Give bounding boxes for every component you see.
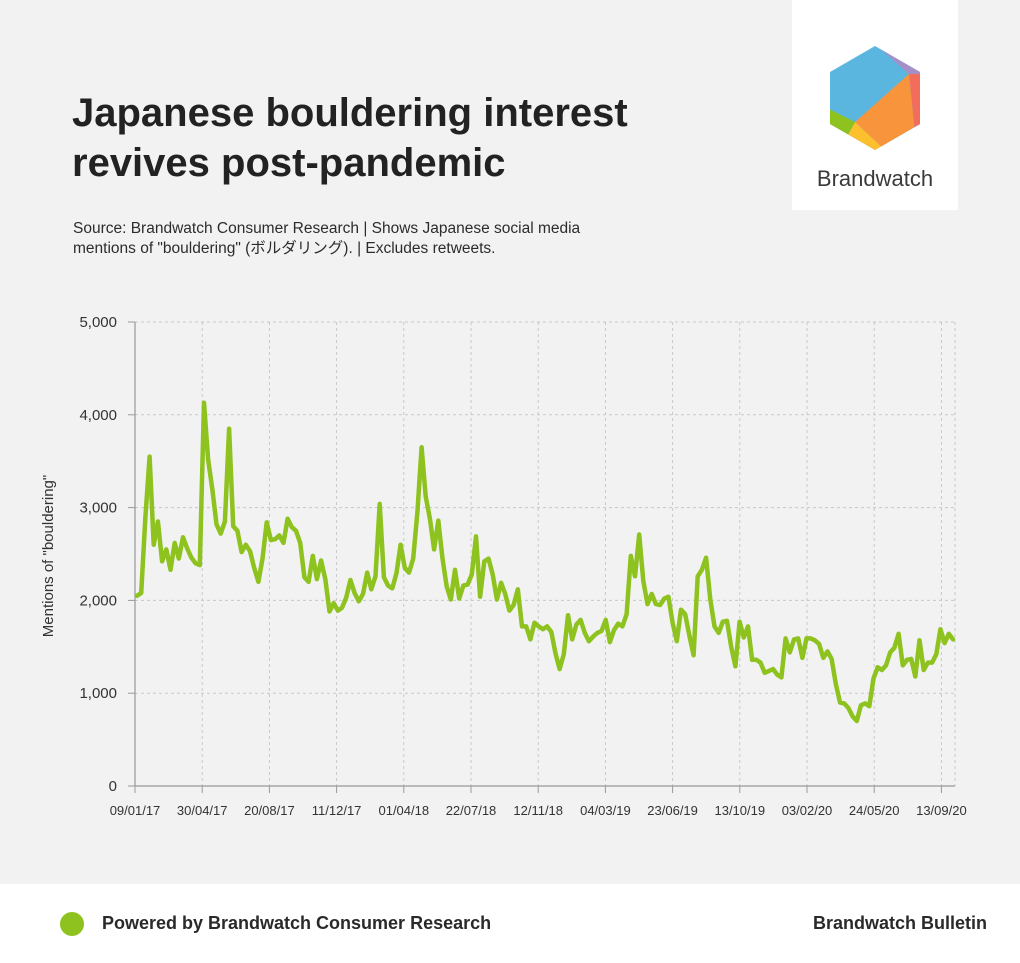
- x-tick-label: 30/04/17: [177, 803, 228, 818]
- series-line: [134, 400, 956, 724]
- brand-logo-card: Brandwatch: [792, 0, 958, 210]
- brandwatch-hexagon-logo-icon: [830, 46, 920, 150]
- y-tick-label: 0: [109, 778, 117, 795]
- footer-green-dot-icon: [60, 912, 84, 936]
- x-tick-label: 01/04/18: [378, 803, 429, 818]
- x-tick-label: 24/05/20: [849, 803, 900, 818]
- x-tick-label: 09/01/17: [110, 803, 161, 818]
- brand-logo-text: Brandwatch: [816, 166, 934, 191]
- x-tick-label: 23/06/19: [647, 803, 698, 818]
- footer-powered-by: Powered by Brandwatch Consumer Research: [102, 913, 492, 933]
- y-tick-label: 5,000: [79, 314, 117, 331]
- footer-bulletin: Brandwatch Bulletin: [812, 913, 987, 933]
- y-tick-label: 2,000: [79, 592, 117, 609]
- chart-subtitle: Source: Brandwatch Consumer Research | S…: [73, 220, 581, 257]
- x-tick-label: 13/10/19: [714, 803, 765, 818]
- line-chart: 0 1,000 2,000 3,000 4,000 5,000 09/01/17 30/04/…: [40, 314, 967, 818]
- y-tick-label: 1,000: [79, 685, 117, 702]
- x-tick-label: 22/07/18: [446, 803, 497, 818]
- y-tick-label: 4,000: [79, 407, 117, 424]
- footer-bar: Powered by Brandwatch Consumer Research …: [0, 884, 1020, 963]
- x-tick-label: 20/08/17: [244, 803, 295, 818]
- x-tick-label: 13/09/20: [916, 803, 967, 818]
- x-tick-label: 11/12/17: [312, 803, 362, 818]
- chart-title: Japanese bouldering interest revives pos…: [72, 91, 628, 185]
- y-tick-label: 3,000: [79, 500, 117, 517]
- y-axis-label: Mentions of "bouldering": [40, 475, 57, 637]
- x-tick-label: 12/11/18: [513, 803, 563, 818]
- x-tick-label: 03/02/20: [782, 803, 833, 818]
- x-tick-label: 04/03/19: [580, 803, 631, 818]
